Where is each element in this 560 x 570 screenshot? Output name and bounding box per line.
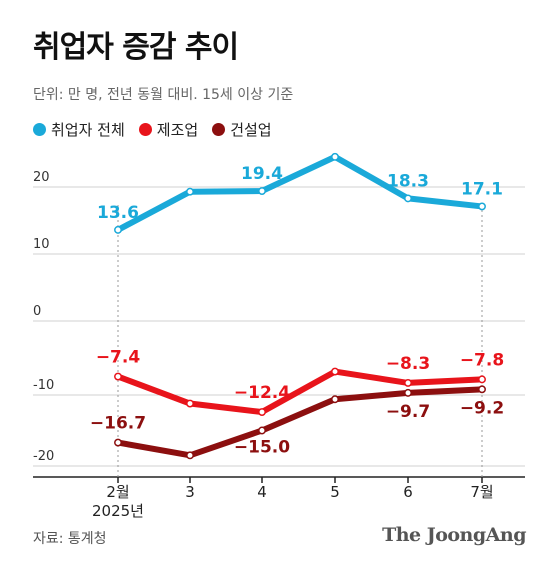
legend-item-total: 취업자 전체 [33, 119, 125, 140]
x-year-label: 2025년 [92, 502, 144, 520]
data-point-construction [186, 451, 194, 460]
y-tick-label: 10 [33, 237, 50, 252]
data-point-total [478, 202, 486, 211]
data-label-construction: −15.0 [234, 438, 290, 458]
data-point-total [331, 152, 339, 161]
series-line-total [115, 153, 485, 233]
data-point-manufacturing [186, 399, 194, 408]
data-point-manufacturing [478, 375, 486, 384]
x-tick-label: 7월 [470, 483, 493, 501]
legend: 취업자 전체 제조업 건설업 [33, 119, 286, 140]
x-tick-label: 3 [185, 483, 195, 501]
data-point-construction [404, 388, 412, 397]
data-point-manufacturing [404, 378, 412, 387]
data-label-total: 19.4 [241, 164, 283, 184]
data-point-construction [331, 395, 339, 404]
x-tick-label: 5 [330, 483, 340, 501]
data-point-manufacturing [114, 372, 122, 381]
x-tick-label: 4 [257, 483, 267, 501]
data-label-total: 18.3 [387, 171, 429, 191]
data-point-total [258, 187, 266, 195]
data-point-construction [478, 385, 486, 394]
y-tick-label: 20 [33, 170, 50, 185]
legend-label-construction: 건설업 [230, 121, 272, 139]
legend-swatch-total [33, 123, 46, 136]
data-label-manufacturing: −12.4 [234, 383, 290, 403]
series-line-manufacturing [115, 368, 485, 416]
data-label-manufacturing: −7.8 [460, 350, 504, 370]
data-point-total [186, 187, 194, 196]
x-tick-label: 6 [403, 483, 413, 501]
data-point-construction [258, 426, 266, 435]
y-tick-label: -20 [33, 449, 54, 464]
legend-swatch-construction [212, 123, 226, 136]
data-label-total: 17.1 [461, 179, 503, 199]
publisher-logo: The JoongAng [382, 524, 526, 546]
legend-label-total: 취업자 전체 [51, 121, 125, 139]
legend-label-manufacturing: 제조업 [156, 121, 199, 139]
data-label-construction: −9.7 [386, 402, 430, 422]
series-line-construction [115, 386, 485, 459]
source-note: 자료: 통계청 [33, 531, 107, 547]
data-point-total [404, 194, 412, 203]
y-tick-label: 0 [33, 304, 41, 319]
data-label-manufacturing: −7.4 [96, 348, 141, 368]
legend-item-construction: 건설업 [212, 119, 272, 140]
data-label-construction: −16.7 [90, 414, 146, 434]
data-point-total [114, 225, 122, 234]
data-label-manufacturing: −8.3 [386, 354, 430, 374]
chart-subtitle: 단위: 만 명, 전년 동월 대비. 15세 이상 기준 [33, 87, 294, 103]
chart-title: 취업자 증감 추이 [33, 30, 239, 65]
data-point-manufacturing [258, 408, 266, 416]
data-point-construction [114, 438, 122, 447]
data-point-manufacturing [331, 367, 339, 376]
legend-swatch-manufacturing [138, 123, 152, 136]
y-tick-label: -10 [33, 378, 54, 393]
legend-item-manufacturing: 제조업 [138, 119, 199, 140]
data-label-construction: −9.2 [460, 398, 504, 418]
data-label-total: 13.6 [97, 203, 139, 223]
x-tick-label: 2월 [106, 483, 129, 501]
